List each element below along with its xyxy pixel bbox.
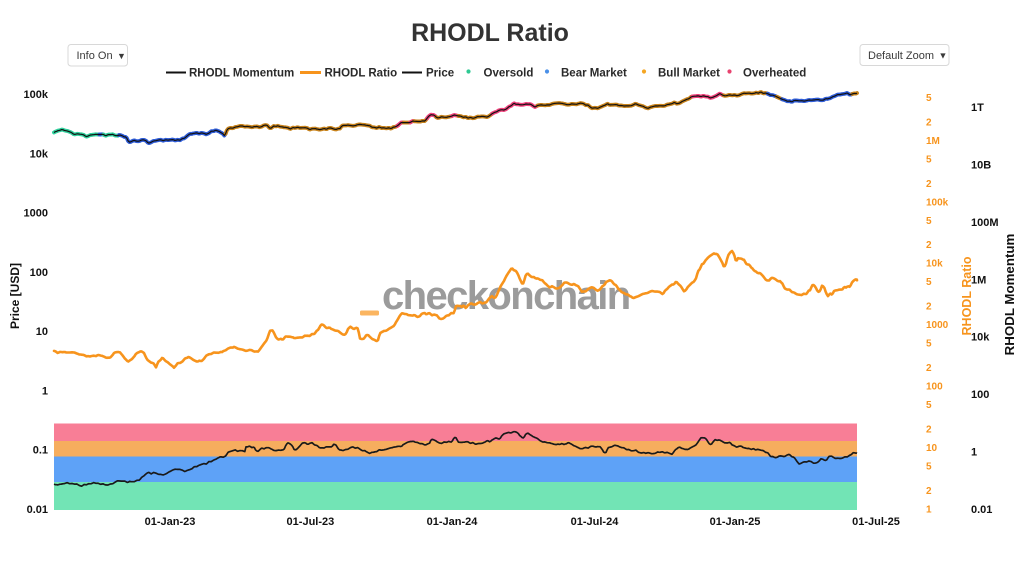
svg-text:2: 2 [926, 179, 932, 190]
svg-text:Price [USD]: Price [USD] [8, 263, 22, 329]
svg-text:10: 10 [36, 326, 48, 338]
svg-text:100M: 100M [971, 217, 999, 229]
svg-text:100k: 100k [926, 197, 949, 208]
svg-text:Default Zoom: Default Zoom [868, 50, 934, 62]
svg-text:10B: 10B [971, 159, 991, 171]
svg-text:1: 1 [926, 505, 932, 516]
svg-text:1M: 1M [971, 274, 986, 286]
svg-text:2: 2 [926, 240, 932, 251]
svg-text:5: 5 [926, 339, 932, 350]
svg-text:100: 100 [926, 382, 943, 393]
svg-text:1: 1 [42, 385, 48, 397]
svg-text:RHODL Ratio: RHODL Ratio [325, 68, 398, 80]
svg-text:1T: 1T [971, 102, 984, 114]
svg-text:1000: 1000 [24, 208, 48, 220]
svg-text:01-Jul-23: 01-Jul-23 [287, 516, 335, 528]
svg-text:01-Jan-25: 01-Jan-25 [710, 516, 761, 528]
svg-text:2: 2 [926, 363, 932, 374]
svg-text:5: 5 [926, 400, 932, 411]
svg-text:0.01: 0.01 [27, 504, 48, 516]
svg-text:5: 5 [926, 154, 932, 165]
svg-text:2: 2 [926, 117, 932, 128]
svg-text:Bear Market: Bear Market [561, 68, 627, 80]
svg-text:01-Jul-25: 01-Jul-25 [852, 516, 900, 528]
svg-text:10k: 10k [926, 259, 943, 270]
svg-text:100k: 100k [24, 89, 49, 101]
svg-text:Oversold: Oversold [484, 68, 534, 80]
svg-text:1M: 1M [926, 136, 940, 147]
svg-text:10k: 10k [971, 332, 990, 344]
svg-text:0.01: 0.01 [971, 504, 992, 516]
svg-text:01-Jul-24: 01-Jul-24 [571, 516, 620, 528]
svg-text:1: 1 [971, 447, 977, 459]
svg-text:5: 5 [926, 277, 932, 288]
svg-text:100: 100 [971, 389, 989, 401]
svg-text:100: 100 [30, 267, 48, 279]
svg-text:5: 5 [926, 216, 932, 227]
svg-text:5: 5 [926, 462, 932, 473]
svg-text:▼: ▼ [117, 51, 126, 61]
svg-text:1000: 1000 [926, 320, 949, 331]
svg-text:2: 2 [926, 425, 932, 436]
svg-text:Bull Market: Bull Market [658, 68, 720, 80]
svg-text:Info On: Info On [77, 50, 113, 62]
svg-text:▼: ▼ [939, 51, 948, 61]
svg-text:RHODL Momentum: RHODL Momentum [1002, 234, 1017, 356]
svg-text:Price: Price [426, 68, 454, 80]
svg-text:checkonchain: checkonchain [382, 274, 630, 318]
svg-text:5: 5 [926, 93, 932, 104]
svg-text:01-Jan-24: 01-Jan-24 [427, 516, 479, 528]
svg-text:2: 2 [926, 302, 932, 313]
svg-text:10: 10 [926, 443, 938, 454]
svg-text:2: 2 [926, 486, 932, 497]
svg-text:Overheated: Overheated [743, 68, 806, 80]
svg-text:RHODL Momentum: RHODL Momentum [189, 68, 294, 80]
svg-text:RHODL Ratio: RHODL Ratio [411, 19, 569, 47]
svg-text:RHODL Ratio: RHODL Ratio [960, 256, 974, 335]
svg-text:10k: 10k [30, 148, 49, 160]
svg-text:01-Jan-23: 01-Jan-23 [145, 516, 196, 528]
svg-text:0.1: 0.1 [33, 445, 48, 457]
